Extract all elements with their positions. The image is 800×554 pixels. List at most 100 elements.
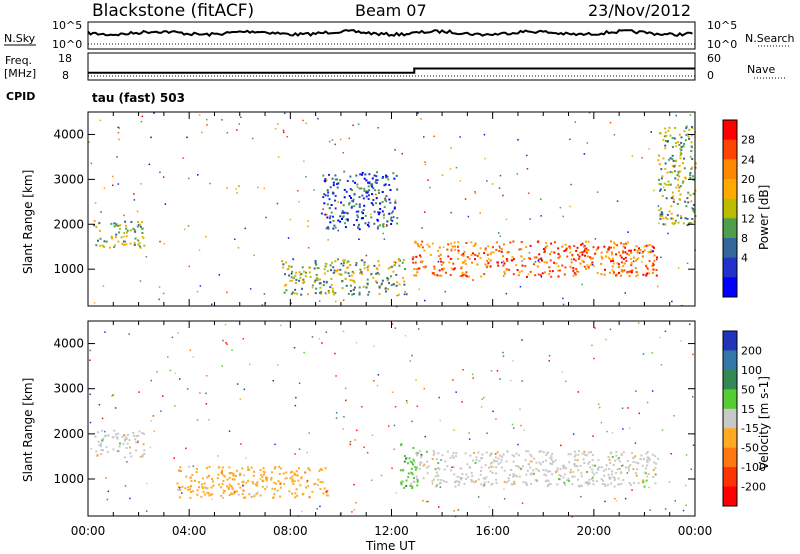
heatmap-cell: [336, 183, 339, 185]
heatmap-cell: [582, 245, 585, 248]
heatmap-cell: [221, 119, 223, 121]
heatmap-cell: [692, 207, 695, 210]
heatmap-cell: [355, 203, 358, 206]
heatmap-cell: [571, 475, 574, 478]
heatmap-cell: [248, 493, 251, 496]
heatmap-cell: [349, 440, 352, 443]
heatmap-cell: [513, 482, 516, 485]
heatmap-cell: [116, 450, 119, 453]
heatmap-cell: [663, 189, 666, 191]
heatmap-cell: [532, 469, 535, 472]
heatmap-cell: [363, 177, 366, 180]
heatmap-cell: [339, 215, 342, 218]
heatmap-cell: [285, 477, 288, 480]
colorbar-swatch: [723, 428, 737, 449]
heatmap-cell: [598, 466, 601, 469]
heatmap-cell: [123, 434, 125, 436]
heatmap-cell: [659, 336, 661, 339]
heatmap-cell: [347, 260, 350, 263]
heatmap-cell: [230, 492, 233, 495]
heatmap-cell: [180, 470, 183, 473]
heatmap-cell: [596, 272, 599, 274]
heatmap-cell: [226, 291, 228, 294]
heatmap-cell: [411, 354, 413, 357]
heatmap-cell: [474, 461, 477, 464]
heatmap-cell: [675, 114, 677, 117]
heatmap-cell: [208, 465, 211, 468]
heatmap-cell: [572, 267, 575, 270]
heatmap-cell: [182, 157, 184, 159]
heatmap-cell: [562, 467, 565, 470]
heatmap-cell: [613, 479, 616, 481]
heatmap-cell: [682, 145, 685, 148]
heatmap-cell: [690, 150, 693, 152]
heatmap-cell: [123, 456, 126, 459]
heatmap-cell: [292, 258, 295, 261]
heatmap-cell: [465, 271, 468, 274]
heatmap-cell: [502, 260, 505, 263]
heatmap-cell: [549, 457, 552, 460]
heatmap-cell: [672, 159, 675, 162]
heatmap-cell: [93, 220, 96, 222]
heatmap-cell: [654, 482, 657, 485]
time-tick-label: 16:00: [475, 524, 510, 538]
heatmap-cell: [334, 291, 337, 294]
heatmap-cell: [557, 265, 560, 268]
heatmap-cell: [328, 198, 331, 201]
heatmap-cell: [412, 261, 415, 264]
heatmap-cell: [363, 264, 366, 267]
heatmap-cell: [148, 163, 151, 166]
heatmap-cell: [177, 332, 179, 334]
heatmap-cell: [319, 278, 322, 281]
heatmap-cell: [511, 483, 514, 486]
heatmap-cell: [451, 466, 453, 468]
heatmap-cell: [646, 459, 649, 462]
heatmap-cell: [129, 242, 132, 245]
heatmap-cell: [360, 271, 363, 274]
heatmap-cell: [503, 272, 506, 275]
heatmap-cell: [326, 270, 329, 273]
heatmap-cell: [376, 179, 379, 182]
heatmap-cell: [139, 225, 142, 228]
heatmap-cell: [139, 455, 142, 458]
heatmap-cell: [567, 453, 570, 456]
heatmap-cell: [330, 277, 333, 280]
heatmap-cell: [573, 245, 576, 247]
heatmap-cell: [106, 498, 109, 501]
heatmap-cell: [634, 455, 637, 458]
heatmap-cell: [620, 472, 623, 475]
heatmap-cell: [468, 438, 471, 440]
heatmap-cell: [221, 469, 224, 472]
heatmap-cell: [386, 277, 389, 280]
heatmap-cell: [342, 152, 344, 154]
heatmap-cell: [385, 174, 387, 177]
heatmap-cell: [439, 481, 442, 484]
heatmap-cell: [286, 136, 288, 138]
heatmap-cell: [334, 194, 337, 197]
heatmap-cell: [576, 246, 579, 249]
heatmap-cell: [332, 219, 335, 222]
heatmap-cell: [97, 239, 99, 242]
heatmap-cell: [554, 241, 556, 244]
heatmap-cell: [319, 286, 322, 289]
heatmap-cell: [472, 459, 475, 462]
heatmap-cell: [419, 461, 422, 464]
heatmap-cell: [132, 431, 135, 434]
heatmap-cell: [233, 478, 236, 481]
heatmap-cell: [660, 256, 662, 259]
heatmap-cell: [130, 455, 133, 458]
heatmap-cell: [125, 243, 128, 246]
heatmap-cell: [387, 267, 390, 270]
heatmap-cell: [681, 162, 684, 165]
heatmap-cell: [314, 482, 317, 485]
heatmap-cell: [546, 479, 549, 482]
heatmap-cell: [544, 480, 547, 483]
heatmap-cell: [443, 267, 446, 270]
heatmap-cell: [138, 245, 141, 248]
heatmap-cell: [564, 243, 567, 246]
heatmap-cell: [570, 258, 573, 261]
heatmap-cell: [319, 282, 322, 285]
heatmap-cell: [233, 490, 236, 493]
heatmap-cell: [339, 138, 342, 141]
heatmap-cell: [363, 267, 366, 270]
